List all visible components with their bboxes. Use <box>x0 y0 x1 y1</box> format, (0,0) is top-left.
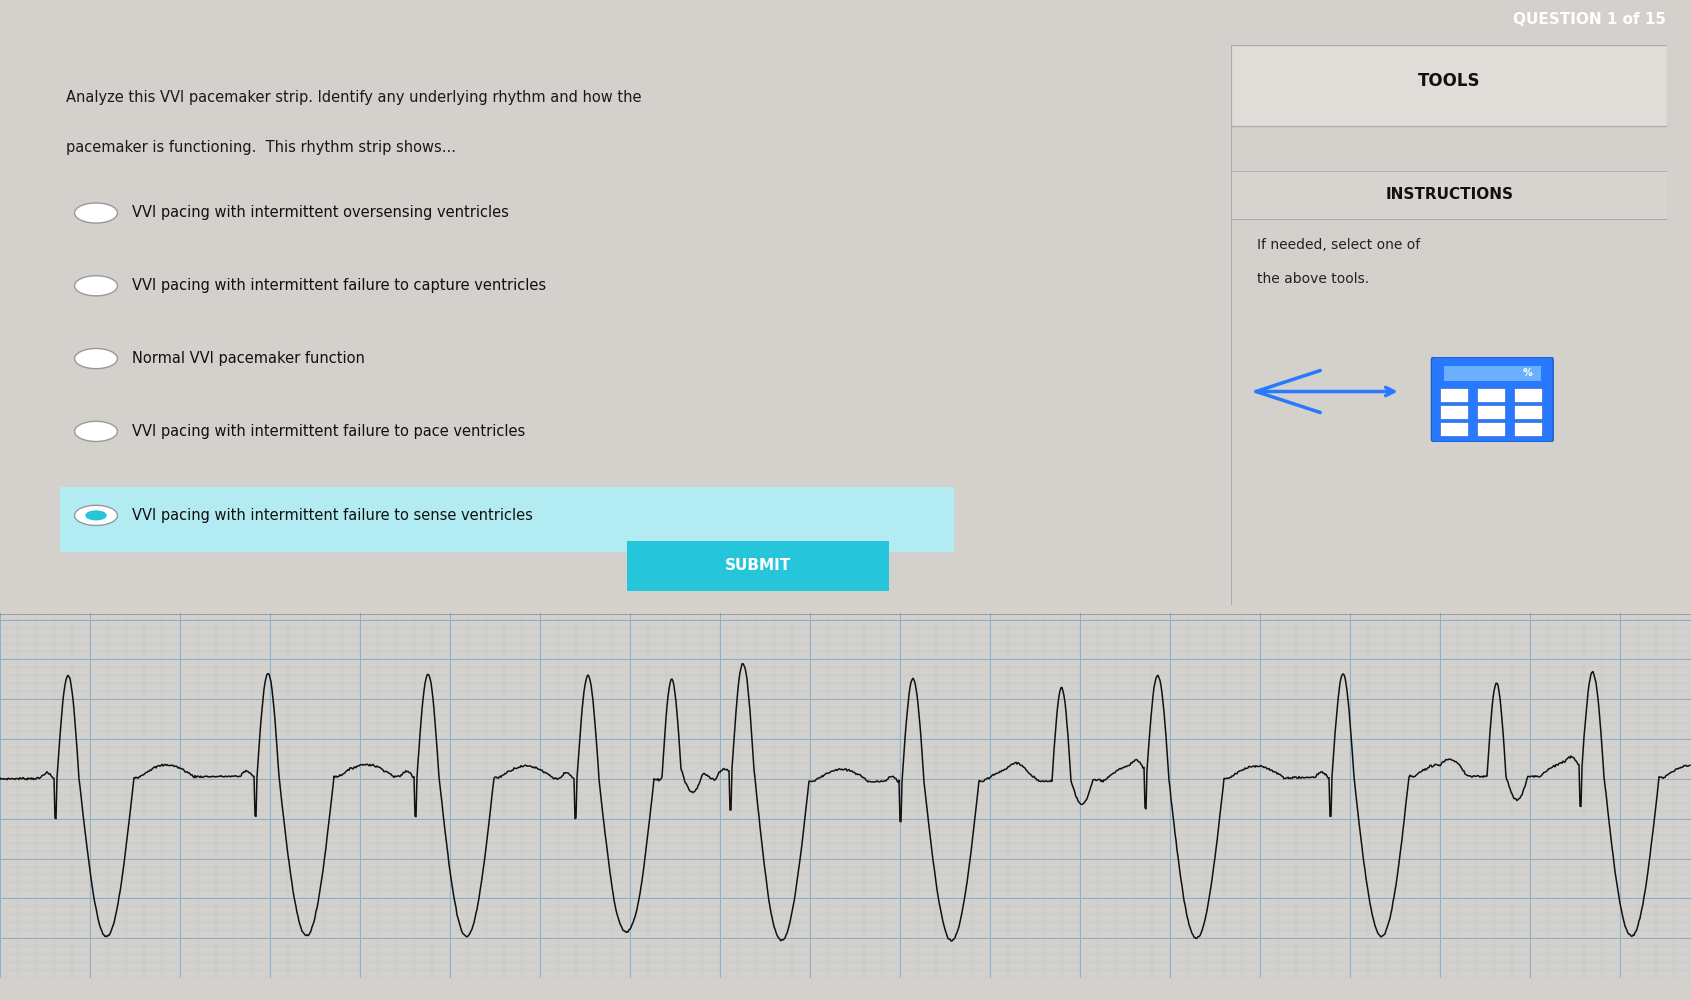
Text: the above tools.: the above tools. <box>1256 272 1370 286</box>
FancyBboxPatch shape <box>1513 422 1542 436</box>
FancyBboxPatch shape <box>1513 388 1542 402</box>
Text: INSTRUCTIONS: INSTRUCTIONS <box>1385 187 1513 202</box>
Circle shape <box>74 203 117 223</box>
Text: TOOLS: TOOLS <box>1419 72 1480 90</box>
Circle shape <box>74 505 117 525</box>
FancyBboxPatch shape <box>1231 45 1667 126</box>
Text: SUBMIT: SUBMIT <box>724 558 791 573</box>
Text: VVI pacing with intermittent failure to sense ventricles: VVI pacing with intermittent failure to … <box>132 508 533 523</box>
Circle shape <box>74 276 117 296</box>
FancyBboxPatch shape <box>1478 405 1505 419</box>
FancyBboxPatch shape <box>1478 422 1505 436</box>
Text: VVI pacing with intermittent failure to capture ventricles: VVI pacing with intermittent failure to … <box>132 278 546 293</box>
Text: %: % <box>1524 368 1532 378</box>
FancyBboxPatch shape <box>1441 422 1468 436</box>
Circle shape <box>74 421 117 441</box>
FancyBboxPatch shape <box>61 487 954 552</box>
FancyBboxPatch shape <box>1444 365 1541 381</box>
FancyBboxPatch shape <box>626 541 889 591</box>
Text: pacemaker is functioning.  This rhythm strip shows...: pacemaker is functioning. This rhythm st… <box>66 140 457 155</box>
Circle shape <box>74 349 117 369</box>
Text: If needed, select one of: If needed, select one of <box>1256 238 1420 252</box>
FancyBboxPatch shape <box>1513 405 1542 419</box>
FancyBboxPatch shape <box>1478 388 1505 402</box>
FancyBboxPatch shape <box>1441 388 1468 402</box>
Circle shape <box>85 510 107 520</box>
Text: QUESTION 1 of 15: QUESTION 1 of 15 <box>1513 11 1666 26</box>
Text: Analyze this VVI pacemaker strip. Identify any underlying rhythm and how the: Analyze this VVI pacemaker strip. Identi… <box>66 90 641 105</box>
Text: VVI pacing with intermittent oversensing ventricles: VVI pacing with intermittent oversensing… <box>132 206 509 221</box>
FancyBboxPatch shape <box>1231 171 1667 219</box>
Text: VVI pacing with intermittent failure to pace ventricles: VVI pacing with intermittent failure to … <box>132 424 524 439</box>
Text: Normal VVI pacemaker function: Normal VVI pacemaker function <box>132 351 365 366</box>
FancyBboxPatch shape <box>1441 405 1468 419</box>
FancyBboxPatch shape <box>1431 357 1552 442</box>
